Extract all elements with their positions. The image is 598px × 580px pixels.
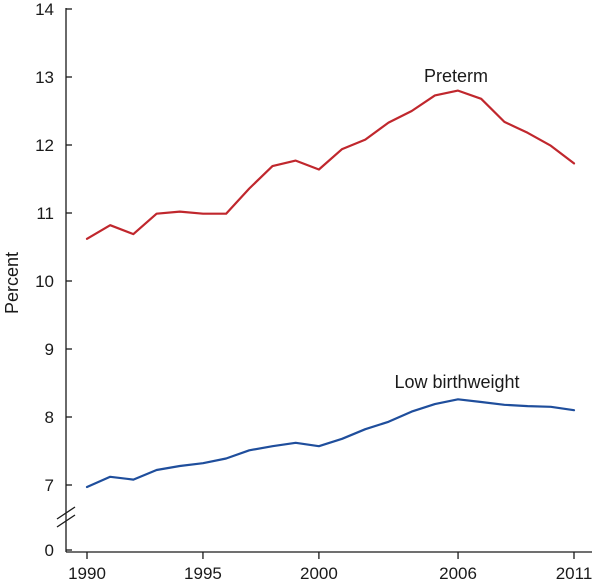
y-tick-label: 8 (45, 408, 54, 427)
y-tick-label: 7 (45, 476, 54, 495)
y-tick-label: 12 (35, 136, 54, 155)
x-axis-ticks: 1990 1995 2000 2006 2011 (68, 552, 592, 580)
y-axis-label: Percent (2, 252, 22, 314)
y-tick-label: 13 (35, 68, 54, 87)
chart-axes (56, 8, 592, 553)
preterm-series-label: Preterm (424, 66, 488, 86)
x-tick-label: 2011 (556, 564, 593, 580)
low-birthweight-line (85, 398, 576, 489)
y-tick-label: 11 (36, 204, 54, 223)
y-axis-ticks: 0 7 8 9 10 11 12 13 14 (35, 0, 72, 560)
axis-break-mark (56, 514, 76, 528)
y-tick-label: 10 (35, 272, 54, 291)
x-tick-label: 2006 (439, 564, 477, 580)
axis-break-mark (56, 506, 76, 520)
y-tick-label: 0 (45, 541, 54, 560)
low-birthweight-series-label: Low birthweight (394, 372, 519, 392)
y-tick-label: 14 (35, 0, 54, 19)
series-layer: Preterm Low birthweight (85, 66, 576, 489)
y-tick-label: 9 (45, 340, 54, 359)
x-tick-label: 1990 (68, 564, 106, 580)
x-tick-label: 1995 (184, 564, 222, 580)
x-tick-label: 2000 (300, 564, 338, 580)
preterm-line (85, 89, 576, 240)
